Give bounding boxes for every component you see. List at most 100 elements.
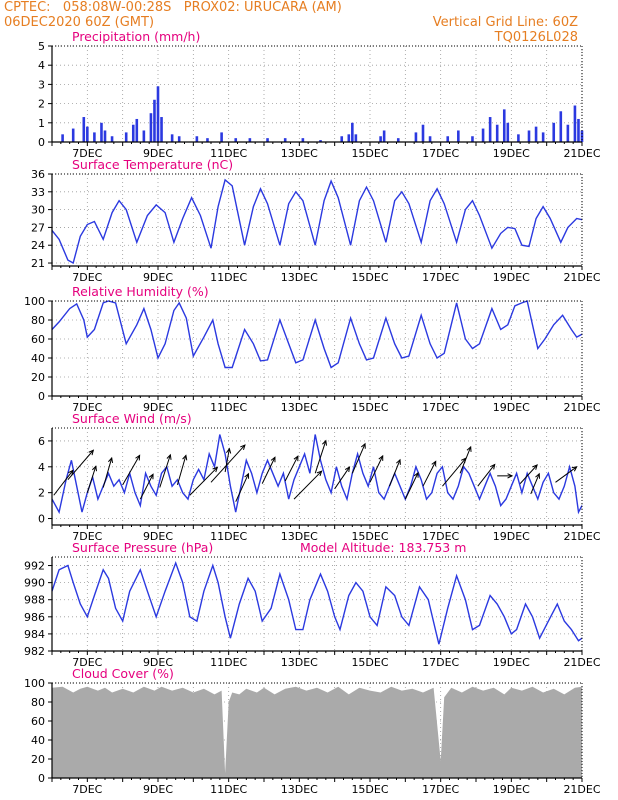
wind-arrow-head (490, 463, 496, 470)
cloud-xtick-label: 21DEC (563, 783, 600, 796)
rh-xtick-label: 13DEC (281, 401, 318, 414)
temp-xtick-label: 19DEC (493, 271, 530, 284)
wind-xtick-label: 19DEC (493, 530, 530, 543)
temp-xtick-label: 13DEC (281, 271, 318, 284)
wind-arrow-head (316, 470, 323, 477)
precip-bar (396, 138, 400, 142)
rh-ytick-label: 100 (24, 295, 45, 308)
precip-bar (495, 124, 499, 142)
wind-arrow-head (571, 466, 578, 472)
precip-bar (566, 124, 570, 142)
temp-xtick-label: 9DEC (143, 271, 173, 284)
precip-bar (156, 86, 160, 142)
precip-bar (577, 118, 580, 142)
wind-xtick-label: 11DEC (210, 530, 247, 543)
pressure-annotation: Model Altitude: 183.753 m (300, 540, 466, 555)
wind-ytick-label: 2 (38, 487, 45, 500)
wind-arrow (555, 466, 577, 483)
wind-arrow (159, 454, 171, 488)
precip-bar (149, 113, 153, 142)
precip-xtick-label: 21DEC (563, 147, 600, 160)
pressure-ytick-label: 988 (24, 594, 45, 607)
cloud-ytick-label: 0 (38, 772, 45, 785)
wind-arrow-head (413, 471, 419, 478)
temp-xtick-label: 11DEC (210, 271, 247, 284)
cloud-ytick-label: 100 (24, 677, 45, 690)
precip-bar (319, 140, 322, 142)
precip-xtick-label: 19DEC (493, 147, 530, 160)
wind-arrow (235, 473, 249, 502)
wind-arrow-head (240, 444, 246, 451)
wind-arrow-head (212, 466, 219, 473)
precip-bar (481, 128, 485, 142)
temp-ytick-label: 33 (31, 186, 45, 199)
wind-arrow-head (244, 472, 250, 479)
cloud-xtick-label: 19DEC (493, 783, 530, 796)
wind-arrow (459, 446, 472, 474)
wind-arrow-head (322, 439, 328, 446)
wind-arrow-head (532, 464, 538, 470)
precip-bar (379, 136, 382, 142)
precip-bar (82, 117, 86, 142)
rh-xtick-label: 15DEC (351, 401, 388, 414)
precip-xtick-label: 13DEC (281, 147, 318, 160)
precip-bar (124, 132, 128, 142)
cloud-xtick-label: 7DEC (72, 783, 102, 796)
wind-xtick-label: 9DEC (143, 530, 173, 543)
temp-title: Surface Temperature (nC) (72, 157, 233, 172)
wind-arrow (224, 448, 230, 473)
run-date: 06DEC2020 60Z (GMT) (4, 15, 155, 30)
temp-line (51, 178, 583, 265)
wind-xtick-label: 15DEC (351, 530, 388, 543)
precip-bar (301, 138, 305, 142)
precip-bar (195, 136, 199, 142)
rh-xtick-label: 21DEC (563, 401, 600, 414)
wind-arrow (334, 466, 350, 490)
wind-xtick-label: 7DEC (72, 530, 102, 543)
precip-bar (100, 122, 103, 142)
precip-bar (206, 138, 209, 142)
wind-arrow (122, 455, 141, 486)
precip-bar (573, 105, 577, 142)
wind-ytick-label: 0 (38, 513, 45, 526)
grid-line-note: Vertical Grid Line: 60Z (432, 15, 578, 30)
cloud-xtick-label: 11DEC (210, 783, 247, 796)
cloud-xtick-label: 13DEC (281, 783, 318, 796)
precip-bar (552, 122, 556, 142)
pressure-ytick-label: 990 (24, 577, 45, 590)
cloud-ytick-label: 80 (31, 696, 45, 709)
precip-bar (527, 130, 531, 142)
precip-ytick-label: 2 (38, 98, 45, 111)
wind-arrow (530, 473, 540, 495)
precip-ytick-label: 4 (38, 59, 45, 72)
wind-arrow (314, 440, 327, 474)
precip-bar (382, 130, 386, 142)
precip-ytick-label: 3 (38, 78, 45, 91)
precip-bar (283, 138, 287, 142)
precip-xtick-label: 15DEC (351, 147, 388, 160)
precip-bar (131, 124, 135, 142)
wind-arrow-head (270, 456, 276, 463)
precip-xtick-label: 11DEC (210, 147, 247, 160)
precip-bar (135, 118, 139, 142)
temp-xtick-label: 17DEC (422, 271, 459, 284)
pressure-xtick-label: 19DEC (493, 656, 530, 669)
wind-xtick-label: 17DEC (422, 530, 459, 543)
wind-arrow-head (226, 447, 232, 454)
chart-header: CPTEC: 058:08W-00:28S PROX02: URUCARA (A… (0, 0, 618, 46)
precip-bar (93, 132, 96, 142)
pressure-ytick-label: 984 (24, 628, 45, 641)
wind-arrow-head (466, 445, 472, 452)
wind-line (51, 434, 583, 515)
rh-xtick-label: 7DEC (72, 401, 102, 414)
wind-arrow (477, 464, 496, 487)
precip-bar (110, 136, 114, 142)
wind-arrow (261, 457, 276, 484)
cloud-ytick-label: 20 (31, 753, 45, 766)
wind-xtick-label: 13DEC (281, 530, 318, 543)
wind-arrow-head (293, 455, 299, 462)
pressure-xtick-label: 13DEC (281, 656, 318, 669)
pressure-title: Surface Pressure (hPa) (72, 540, 213, 555)
wind-arrow-head (360, 442, 366, 449)
